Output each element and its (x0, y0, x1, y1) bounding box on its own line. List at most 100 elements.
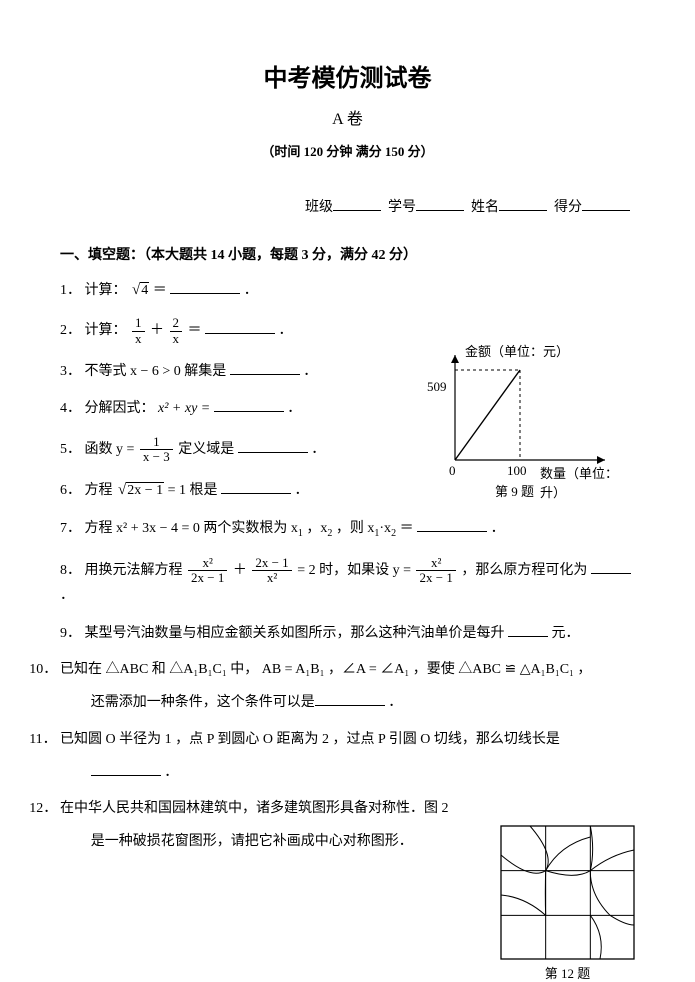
blank-class (333, 196, 381, 211)
q10-line1: 已知在 △ABC 和 △A₁B₁C₁ 中， AB = A₁B₁ ，∠A = ∠A… (60, 662, 591, 677)
q7-a: 方程 x² + 3x − 4 = 0 两个实数根为 x (85, 521, 298, 536)
q1-num: 1． (60, 280, 81, 302)
q5-pre: 函数 y = (85, 442, 138, 457)
chart-x0: 0 (449, 463, 456, 479)
q8-f3n: x² (416, 556, 455, 571)
q9-blank (508, 622, 548, 637)
chart-xlabel: 数量（单位：升） (540, 463, 635, 501)
q1-pre: 计算： (85, 283, 127, 298)
chart-x1: 100 (507, 463, 527, 479)
q2-pre: 计算： (85, 323, 127, 338)
q3-num: 3． (60, 361, 81, 383)
q5-frac-n: 1 (140, 435, 173, 450)
page-title: 中考模仿测试卷 (60, 58, 635, 93)
q6-num: 6． (60, 480, 81, 502)
q9-tail: 元． (552, 626, 580, 641)
figure-caption: 第 12 题 (500, 963, 635, 982)
q8-mid: = 2 时，如果设 y = (297, 563, 414, 578)
question-8: 8． 用换元法解方程 x²2x − 1 ＋ 2x − 1x² = 2 时，如果设… (60, 556, 635, 608)
q4-blank (214, 397, 284, 412)
q12-line2: 是一种破损花窗图形，请把它补画成中心对称图形． (91, 831, 451, 853)
q2-num: 2． (60, 320, 81, 342)
q6-blank (221, 479, 291, 494)
q8-f2d: x² (252, 571, 291, 585)
q1-radicand: 4 (140, 282, 149, 298)
student-info-line: 班级 学号 姓名 得分 (60, 196, 635, 216)
q8-frac1: x²2x − 1 (188, 556, 227, 586)
q6-radicand: 2x − 1 (126, 482, 164, 498)
q6-pre: 方程 (85, 483, 117, 498)
q3-text: 不等式 x − 6 > 0 解集是 (85, 364, 227, 379)
q8-pre: 用换元法解方程 (85, 563, 187, 578)
q8-f2n: 2x − 1 (252, 556, 291, 571)
q7-m1: ，x (303, 521, 328, 536)
q10-line2: 还需添加一种条件，这个条件可以是 (91, 695, 315, 710)
q5-blank (238, 438, 308, 453)
label-score: 得分 (554, 200, 582, 215)
q9-num: 9． (60, 623, 81, 645)
q7-num: 7． (60, 518, 81, 540)
q2-op: ＋ (150, 323, 164, 338)
q8-f1d: 2x − 1 (188, 571, 227, 585)
q2-frac2-n: 2 (170, 316, 183, 331)
q2-frac2: 2x (170, 316, 183, 346)
q3-blank (230, 360, 300, 375)
chart-ylabel: 金额（单位：元） (465, 341, 569, 360)
q2-frac1-n: 1 (132, 316, 145, 331)
chart-caption: 第 9 题 (495, 481, 534, 500)
figure-q12: 第 12 题 (500, 825, 635, 960)
q11-blank (91, 761, 161, 776)
q7-s4: 2 (391, 528, 396, 539)
question-12: 12．在中华人民共和国园林建筑中，诸多建筑图形具备对称性．图 2 是一种破损花窗… (60, 798, 451, 853)
q7-m3: ·x (379, 521, 391, 536)
q4-num: 4． (60, 398, 81, 420)
q2-blank (205, 319, 275, 334)
label-name: 姓名 (471, 200, 499, 215)
q5-frac-d: x − 3 (140, 450, 173, 464)
chart-q9: 金额（单位：元） 509 0 100 数量（单位：升） 第 9 题 (425, 345, 635, 505)
question-7: 7． 方程 x² + 3x − 4 = 0 两个实数根为 x1 ，x2 ，则 x… (60, 517, 635, 542)
q7-post: ＝ (400, 521, 414, 536)
question-10: 10．已知在 △ABC 和 △A₁B₁C₁ 中， AB = A₁B₁ ，∠A =… (60, 659, 635, 715)
q10-blank (315, 691, 385, 706)
q8-frac3: x²2x − 1 (416, 556, 455, 586)
q8-frac2: 2x − 1x² (252, 556, 291, 586)
q6-post: = 1 根是 (168, 483, 218, 498)
q1-blank (170, 279, 240, 294)
q9-text: 某型号汽油数量与相应金额关系如图所示，那么这种汽油单价是每升 (85, 626, 505, 641)
q7-m2: ，则 x (332, 521, 374, 536)
q2-frac1: 1x (132, 316, 145, 346)
q8-f3d: 2x − 1 (416, 571, 455, 585)
q2-frac1-d: x (132, 332, 145, 346)
q5-frac: 1x − 3 (140, 435, 173, 465)
label-sid: 学号 (388, 200, 416, 215)
blank-sid (416, 196, 464, 211)
figure-svg (500, 825, 635, 960)
q8-num: 8． (60, 560, 81, 582)
q1-post: ＝ (153, 283, 167, 298)
label-class: 班级 (305, 200, 333, 215)
q8-f1n: x² (188, 556, 227, 571)
question-11: 11．已知圆 O 半径为 1 ，点 P 到圆心 O 距离为 2 ，过点 P 引圆… (60, 729, 635, 785)
q4-pre: 分解因式： (85, 401, 159, 416)
sqrt-icon: 4 (130, 278, 149, 302)
q8-post: ，那么原方程可化为 (461, 563, 587, 578)
q12-line1: 在中华人民共和国园林建筑中，诸多建筑图形具备对称性．图 2 (60, 801, 449, 816)
question-1: 1． 计算： 4 ＝ ． (60, 278, 635, 302)
q7-blank (417, 517, 487, 532)
q5-num: 5． (60, 439, 81, 461)
q5-post: 定义域是 (178, 442, 234, 457)
q2-post: ＝ (188, 323, 202, 338)
q8-blank (591, 559, 631, 574)
q4-expr: x² + xy = (158, 401, 210, 416)
blank-score (582, 196, 630, 211)
sqrt-icon: 2x − 1 (116, 478, 164, 502)
section-heading: 一、填空题：（本大题共 14 小题，每题 3 分，满分 42 分） (60, 244, 635, 264)
q2-frac2-d: x (170, 332, 183, 346)
question-9: 9． 某型号汽油数量与相应金额关系如图所示，那么这种汽油单价是每升 元． (60, 622, 635, 645)
blank-name (499, 196, 547, 211)
exam-meta: （时间 120 分钟 满分 150 分） (60, 141, 635, 160)
chart-ytick: 509 (427, 379, 447, 395)
q11-line1: 已知圆 O 半径为 1 ，点 P 到圆心 O 距离为 2 ，过点 P 引圆 O … (60, 732, 560, 747)
q8-op1: ＋ (233, 563, 251, 578)
